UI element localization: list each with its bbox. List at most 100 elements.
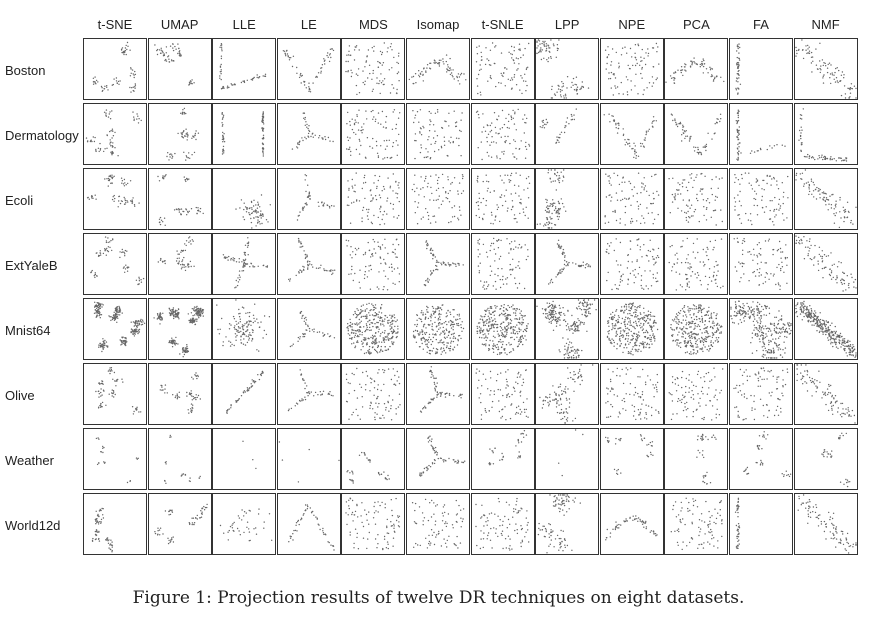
scatter-point (351, 343, 353, 345)
scatter-point (756, 263, 759, 265)
scatter-point (366, 326, 368, 328)
scatter-point (113, 200, 115, 202)
scatter-point (705, 200, 708, 202)
scatter-point (392, 87, 395, 89)
scatter-point (550, 56, 552, 58)
scatter-point (714, 132, 716, 134)
scatter-point (546, 201, 548, 204)
scatter-point (307, 267, 309, 269)
scatter-point (117, 80, 120, 83)
scatter-point (552, 180, 554, 182)
scatter-point (252, 331, 254, 334)
scatter-point (690, 275, 692, 277)
scatter-point (511, 200, 514, 202)
scatter-cell (600, 233, 664, 295)
scatter-point (821, 192, 823, 194)
scatter-point (669, 246, 671, 248)
scatter-point (352, 251, 354, 253)
scatter-point (510, 88, 513, 90)
scatter-point (372, 118, 374, 120)
scatter-point (360, 305, 363, 307)
scatter-point (803, 155, 806, 158)
scatter-point (133, 325, 135, 327)
scatter-point (87, 196, 89, 199)
scatter-point (303, 206, 306, 208)
scatter-point (685, 135, 687, 137)
scatter-point (386, 197, 389, 199)
scatter-point (551, 222, 553, 225)
scatter-point (388, 338, 390, 340)
scatter-point (104, 339, 106, 342)
scatter-point (442, 58, 444, 60)
scatter-point (357, 74, 359, 77)
scatter-point (437, 342, 439, 344)
scatter-point (712, 210, 715, 212)
scatter-point (634, 64, 637, 67)
scatter-point (690, 215, 693, 217)
scatter-point (262, 128, 264, 130)
scatter-point (616, 287, 618, 290)
scatter-point (722, 285, 724, 287)
scatter-point (490, 64, 492, 66)
scatter-point (508, 179, 510, 181)
scatter-point (823, 192, 825, 195)
scatter-point (439, 318, 441, 321)
scatter-point (608, 113, 610, 115)
scatter-point (420, 144, 422, 146)
scatter-point (187, 211, 189, 214)
scatter-point (243, 208, 245, 211)
scatter-point (191, 239, 193, 241)
scatter-point (105, 241, 108, 244)
scatter-point (382, 185, 385, 188)
scatter-point (426, 242, 429, 245)
scatter-point (186, 132, 188, 134)
scatter-point (263, 329, 265, 332)
scatter-point (511, 79, 514, 81)
scatter-point (511, 77, 513, 79)
scatter-point (641, 256, 643, 258)
scatter-point (247, 241, 250, 243)
scatter-point (356, 330, 358, 332)
scatter-point (112, 135, 115, 137)
scatter-point (435, 61, 437, 64)
scatter-point (779, 247, 782, 250)
scatter-point (373, 241, 376, 243)
scatter-point (111, 137, 113, 139)
scatter-point (369, 353, 371, 355)
scatter-point (429, 119, 431, 121)
scatter-point (374, 349, 377, 352)
scatter-point (241, 333, 244, 336)
scatter-point (587, 87, 590, 89)
scatter-point (680, 210, 683, 212)
scatter-point (395, 123, 398, 126)
scatter-point (111, 152, 114, 155)
scatter-point (104, 344, 106, 347)
scatter-point (138, 118, 140, 120)
scatter-point (376, 152, 379, 154)
scatter-point (386, 213, 388, 215)
scatter-point (778, 240, 781, 243)
scatter-point (186, 349, 188, 351)
scatter-point (643, 244, 645, 246)
scatter-point (476, 177, 479, 180)
scatter-point (437, 317, 440, 320)
scatter-point (457, 318, 459, 321)
scatter-point (461, 321, 463, 323)
scatter-point (254, 209, 257, 211)
scatter-point (497, 267, 499, 270)
scatter-point (112, 238, 114, 240)
scatter-point (556, 215, 559, 218)
scatter-point (768, 175, 771, 177)
scatter-point (559, 245, 561, 248)
scatter-point (372, 337, 374, 339)
scatter-point (428, 352, 431, 355)
scatter-point (809, 238, 811, 240)
scatter-point (526, 117, 528, 120)
scatter-point (196, 310, 198, 312)
scatter-point (265, 266, 267, 268)
scatter-point (262, 151, 264, 153)
scatter-point (432, 258, 434, 260)
scatter-point (608, 245, 611, 247)
row-label: Weather (5, 453, 54, 468)
scatter-point (819, 42, 821, 44)
